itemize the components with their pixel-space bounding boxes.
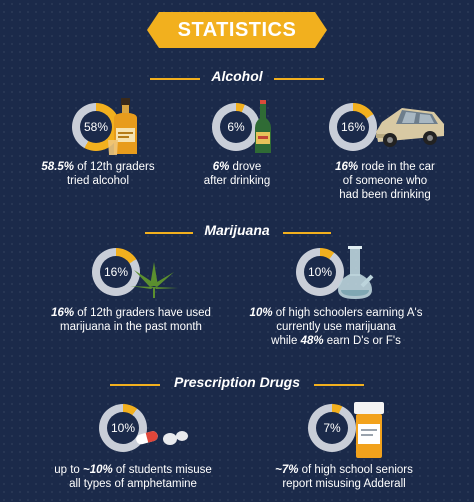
donut-chart: 6% bbox=[212, 103, 260, 151]
donut-label: 7% bbox=[323, 421, 341, 435]
donut-chart: 10% bbox=[99, 404, 147, 452]
section-divider-right bbox=[274, 78, 324, 80]
donut-chart: 7% bbox=[308, 404, 356, 452]
stat-caption: 6% drove after drinking bbox=[203, 161, 271, 187]
beer-bottle-icon bbox=[255, 100, 271, 153]
whiskey-bottle-icon bbox=[108, 98, 137, 155]
stat-caption: 16% rode in the car of someone who had b… bbox=[335, 161, 435, 201]
section-divider-left bbox=[150, 78, 200, 80]
donut-label: 10% bbox=[307, 265, 333, 279]
stat-caption: 10% of high schoolers earning A's curren… bbox=[249, 307, 423, 347]
donut-chart: 10% bbox=[296, 248, 344, 296]
page-title: STATISTICS bbox=[177, 19, 297, 41]
title-banner: STATISTICS bbox=[147, 12, 327, 48]
donut-label: 58% bbox=[83, 120, 109, 134]
donut-chart: 58% bbox=[72, 103, 120, 151]
section-divider-right bbox=[283, 232, 331, 234]
bong-icon bbox=[338, 246, 374, 299]
donut-chart: 16% bbox=[92, 248, 140, 296]
stat-caption: up to ~10% of students misuse all types … bbox=[54, 464, 212, 490]
stat-caption: 16% of 12th graders have used marijuana … bbox=[51, 307, 211, 333]
car-icon bbox=[376, 108, 444, 147]
section-divider-left bbox=[110, 384, 160, 386]
donut-label: 6% bbox=[227, 120, 245, 134]
section-divider-right bbox=[314, 384, 364, 386]
section-title-prescription-drugs: Prescription Drugs bbox=[173, 374, 301, 390]
donut-label: 10% bbox=[110, 421, 136, 435]
pill-bottle-icon bbox=[354, 402, 384, 458]
donut-label: 16% bbox=[340, 120, 366, 134]
cannabis-leaf-icon bbox=[130, 262, 178, 298]
section-divider-left bbox=[145, 232, 193, 234]
section-title-alcohol: Alcohol bbox=[211, 68, 263, 84]
donut-chart: 16% bbox=[329, 103, 377, 151]
pills-icon bbox=[136, 431, 188, 445]
stat-caption: 58.5% of 12th graders tried alcohol bbox=[41, 161, 155, 187]
stat-caption: ~7% of high school seniors report misusi… bbox=[275, 464, 413, 490]
donut-label: 16% bbox=[103, 265, 129, 279]
section-title-marijuana: Marijuana bbox=[204, 222, 270, 238]
